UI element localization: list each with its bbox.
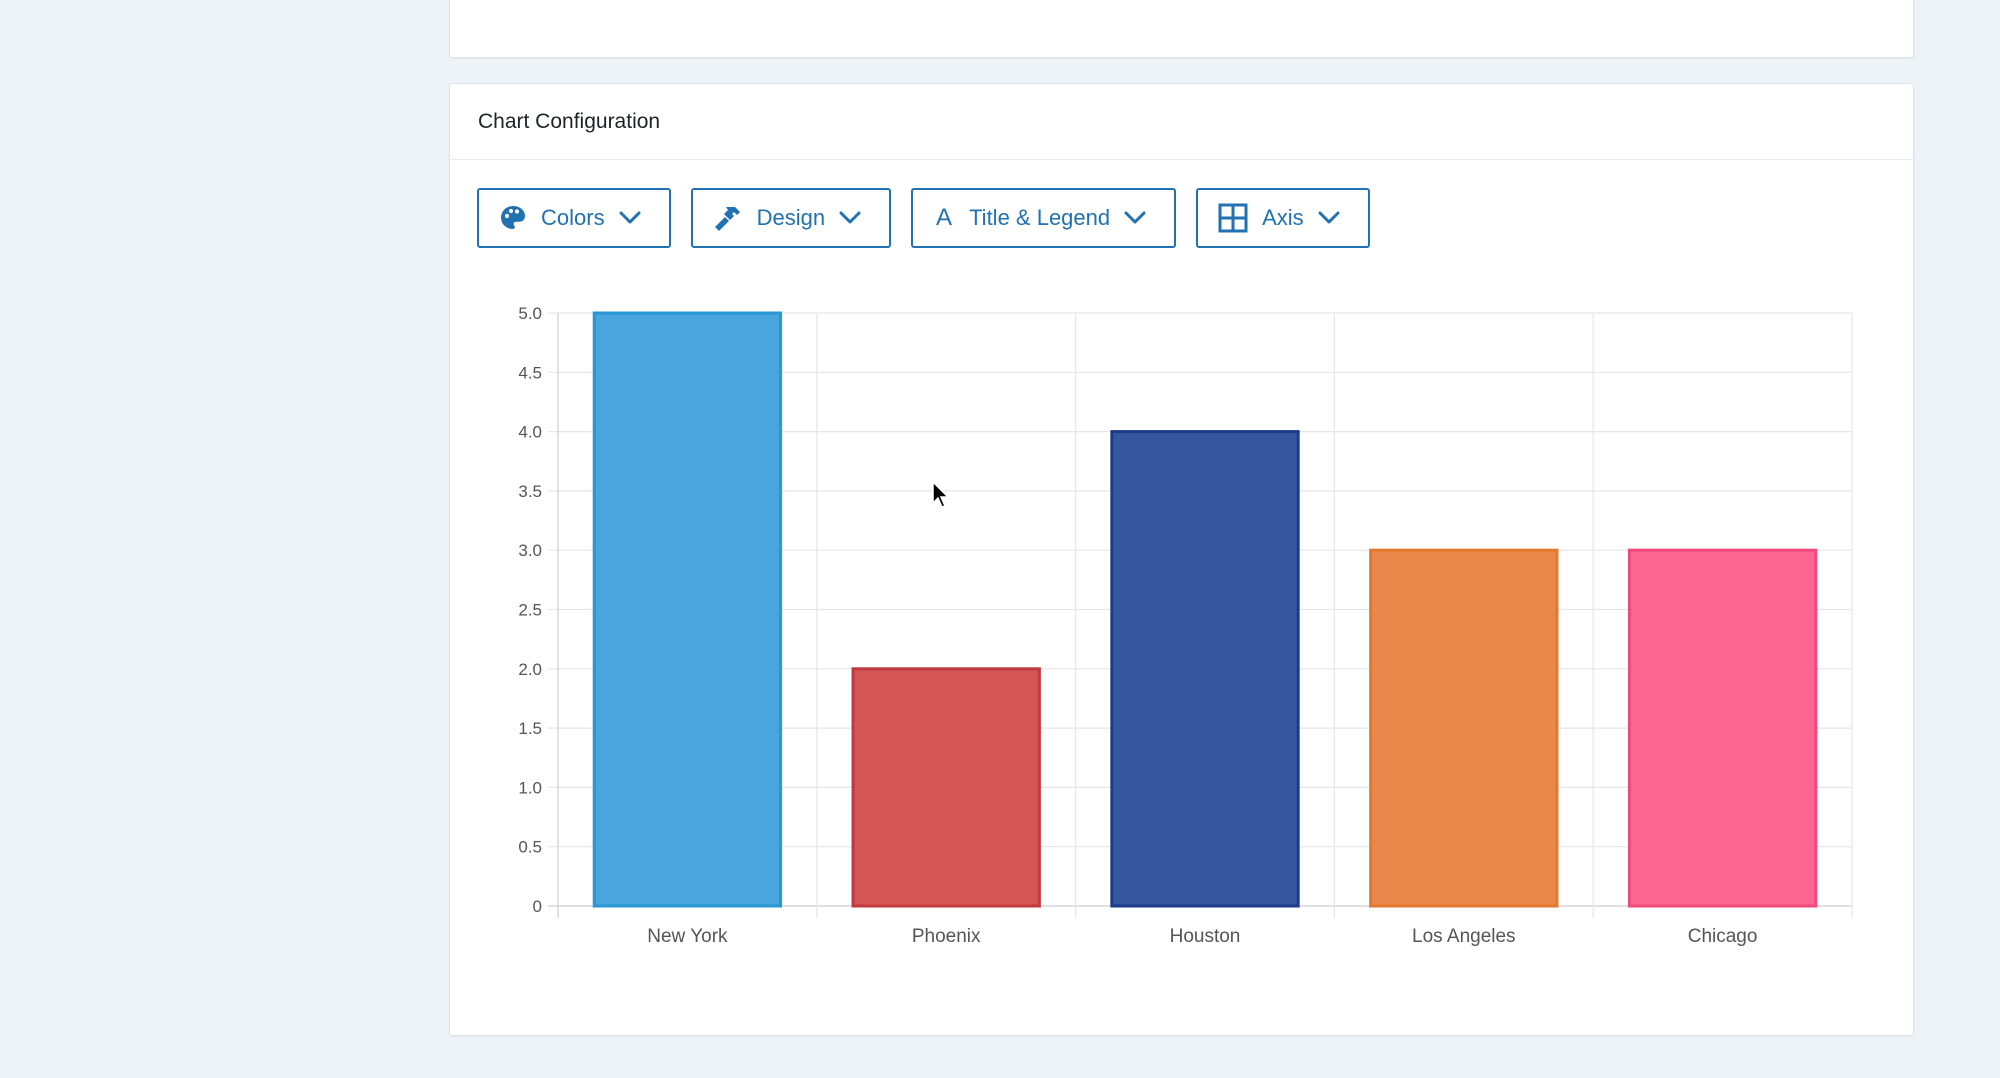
x-category-label: New York: [647, 926, 728, 947]
chevron-down-icon: [1318, 211, 1340, 225]
colors-button-label: Colors: [541, 205, 605, 230]
y-tick-label: 0: [533, 897, 542, 916]
x-category-label: Chicago: [1688, 926, 1758, 947]
colors-button[interactable]: Colors: [477, 188, 671, 248]
hammer-icon: [713, 203, 743, 233]
chevron-down-icon: [1124, 211, 1146, 225]
y-tick-label: 1.0: [518, 778, 542, 797]
bar-chicago[interactable]: [1627, 548, 1818, 908]
x-category-label: Houston: [1170, 926, 1241, 947]
panel-title: Chart Configuration: [478, 109, 661, 133]
bar-phoenix[interactable]: [851, 667, 1041, 908]
axis-button-label: Axis: [1262, 205, 1304, 230]
y-tick-label: 5.0: [518, 304, 542, 323]
grid-icon: [1218, 203, 1248, 233]
chevron-down-icon: [839, 211, 861, 225]
y-tick-label: 4.5: [518, 363, 542, 382]
letter-a-icon: A: [936, 204, 953, 231]
y-tick-label: 3.0: [518, 541, 542, 560]
y-tick-label: 3.5: [518, 482, 542, 501]
title-legend-button[interactable]: A Title & Legend: [911, 188, 1177, 248]
bar-new-york[interactable]: [592, 311, 783, 908]
bar-los-angeles[interactable]: [1369, 548, 1559, 908]
palette-icon: [499, 204, 527, 232]
design-button[interactable]: Design: [690, 188, 892, 248]
title-legend-button-label: Title & Legend: [969, 205, 1111, 230]
mouse-cursor-icon: [932, 481, 950, 508]
y-tick-label: 2.5: [518, 601, 542, 620]
y-tick-label: 1.5: [518, 719, 542, 738]
x-category-label: Los Angeles: [1412, 926, 1516, 947]
y-tick-label: 0.5: [518, 838, 542, 857]
panel-header: Chart Configuration: [450, 84, 1913, 160]
x-category-label: Phoenix: [912, 926, 981, 947]
axis-button[interactable]: Axis: [1196, 188, 1370, 248]
chevron-down-icon: [619, 211, 641, 225]
y-tick-label: 2.0: [518, 660, 542, 679]
previous-panel: [449, 0, 1914, 58]
design-button-label: Design: [756, 205, 826, 230]
bar-houston[interactable]: [1110, 430, 1300, 908]
chart-toolbar: Colors Design A Title & Legend: [477, 188, 1370, 248]
y-tick-label: 4.0: [518, 423, 542, 442]
